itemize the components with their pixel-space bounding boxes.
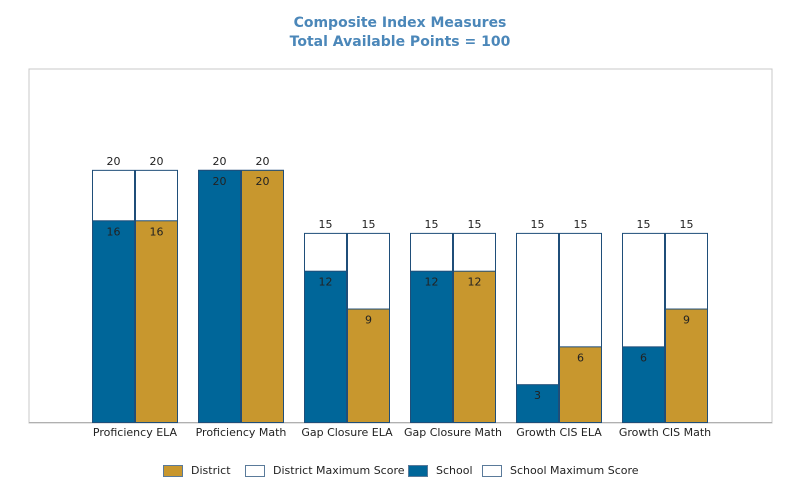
x-tick-label-proficiency-math: Proficiency Math xyxy=(196,426,287,439)
value-label-school-proficiency-math: 20 xyxy=(213,175,227,188)
legend-item-school-max: School Maximum Score xyxy=(482,464,639,477)
max-label-school-proficiency-ela: 20 xyxy=(107,155,121,168)
bar-school-proficiency-ela xyxy=(92,220,135,423)
value-label-school-proficiency-ela: 16 xyxy=(107,225,121,238)
bar-school-gap-closure-ela xyxy=(304,270,347,424)
legend-item-school: School xyxy=(408,464,473,477)
x-tick-label-gap-closure-ela: Gap Closure ELA xyxy=(301,426,393,439)
legend-item-district-max: District Maximum Score xyxy=(245,464,405,477)
max-label-district-growth-cis-ela: 15 xyxy=(574,218,588,231)
value-label-district-proficiency-math: 20 xyxy=(256,175,270,188)
value-label-school-gap-closure-ela: 12 xyxy=(319,276,333,289)
max-label-district-gap-closure-math: 15 xyxy=(468,218,482,231)
x-tick-label-gap-closure-math: Gap Closure Math xyxy=(404,426,502,439)
max-label-district-proficiency-ela: 20 xyxy=(150,155,164,168)
bar-school-growth-cis-ela xyxy=(516,384,559,423)
bar-district-proficiency-ela xyxy=(135,220,178,423)
x-tick-label-growth-cis-ela: Growth CIS ELA xyxy=(516,426,602,439)
bar-district-proficiency-math xyxy=(241,169,284,423)
bars-group: 20 16 20 16 20 20 20 20 15 12 15 9 15 12 15 12 15 3 15 6 15 6… xyxy=(92,155,708,424)
legend-swatch-school xyxy=(408,464,428,477)
value-label-district-gap-closure-ela: 9 xyxy=(365,314,372,327)
max-label-school-gap-closure-math: 15 xyxy=(425,218,439,231)
legend-label-district-max: District Maximum Score xyxy=(273,464,405,477)
value-label-school-growth-cis-math: 6 xyxy=(640,351,647,364)
x-tick-labels: Proficiency ELA Proficiency Math Gap Closu… xyxy=(93,426,711,439)
max-label-school-proficiency-math: 20 xyxy=(213,155,227,168)
value-label-school-gap-closure-math: 12 xyxy=(425,276,439,289)
bar-district-gap-closure-math xyxy=(453,270,496,424)
value-label-district-growth-cis-math: 9 xyxy=(683,314,690,327)
legend-item-district: District xyxy=(163,464,231,477)
value-label-district-gap-closure-math: 12 xyxy=(468,276,482,289)
max-label-school-growth-cis-math: 15 xyxy=(637,218,651,231)
max-label-district-growth-cis-math: 15 xyxy=(680,218,694,231)
bar-school-gap-closure-math xyxy=(410,270,453,424)
legend-swatch-district-max xyxy=(245,464,265,477)
legend-label-district: District xyxy=(191,464,231,477)
bar-district-growth-cis-math xyxy=(665,308,708,423)
value-label-district-growth-cis-ela: 6 xyxy=(577,351,584,364)
x-tick-label-proficiency-ela: Proficiency ELA xyxy=(93,426,178,439)
chart-subtitle: Total Available Points = 100 xyxy=(289,34,511,50)
max-label-district-gap-closure-ela: 15 xyxy=(362,218,376,231)
bar-school-proficiency-math xyxy=(198,169,241,423)
legend-label-school-max: School Maximum Score xyxy=(510,464,639,477)
max-label-school-gap-closure-ela: 15 xyxy=(319,218,333,231)
max-label-district-proficiency-math: 20 xyxy=(256,155,270,168)
bar-school-growth-cis-math xyxy=(622,346,665,424)
max-label-school-growth-cis-ela: 15 xyxy=(531,218,545,231)
legend-label-school: School xyxy=(436,464,473,477)
legend-swatch-district xyxy=(163,464,183,477)
legend-swatch-school-max xyxy=(482,464,502,477)
x-tick-label-growth-cis-math: Growth CIS Math xyxy=(619,426,711,439)
chart-title: Composite Index Measures xyxy=(293,15,507,31)
value-label-district-proficiency-ela: 16 xyxy=(150,225,164,238)
value-label-school-growth-cis-ela: 3 xyxy=(534,389,541,402)
legend: District District Maximum Score School S… xyxy=(0,464,800,480)
bar-district-gap-closure-ela xyxy=(347,308,390,423)
bar-district-growth-cis-ela xyxy=(559,346,602,424)
